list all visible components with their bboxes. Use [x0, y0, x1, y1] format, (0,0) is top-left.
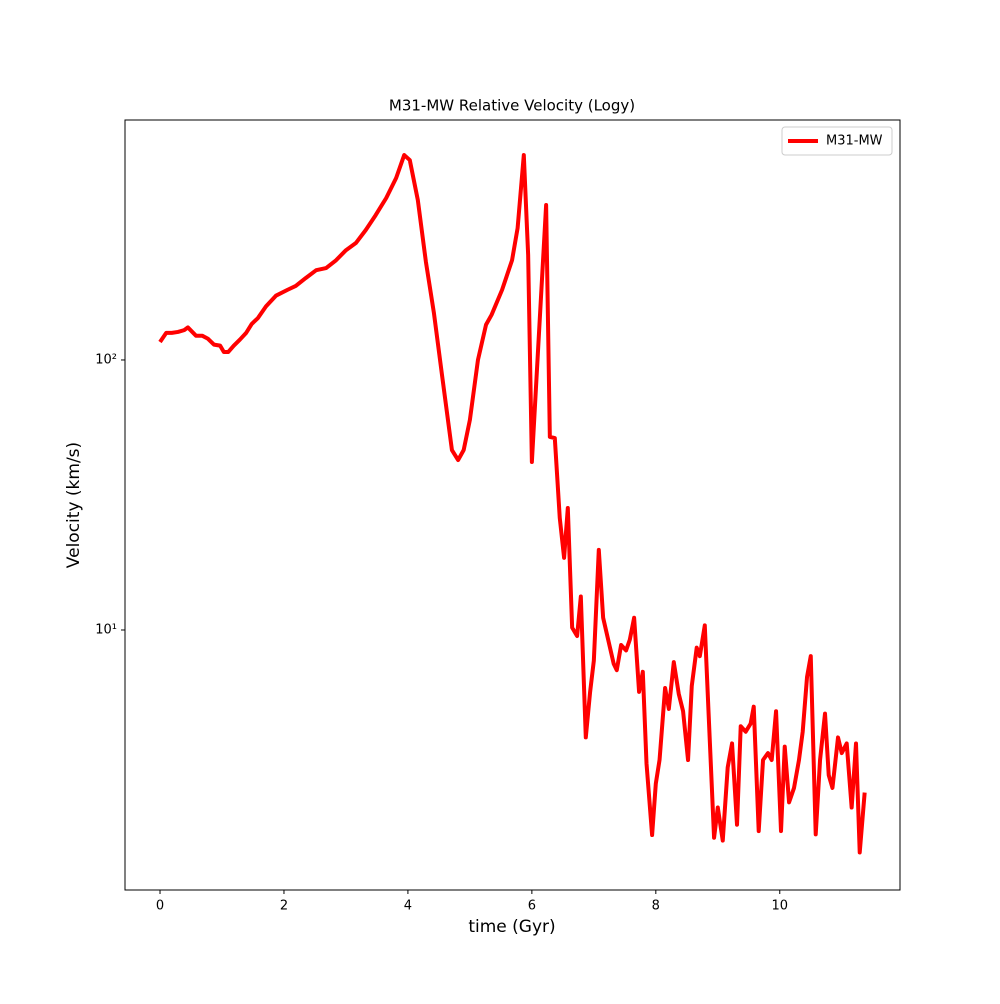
y-tick-label: 10² [95, 352, 117, 367]
x-tick-label: 2 [280, 899, 288, 914]
x-tick-label: 0 [156, 899, 164, 914]
legend-label: M31-MW [826, 134, 883, 149]
x-tick-label: 6 [528, 899, 536, 914]
y-tick-label: 10¹ [95, 622, 117, 637]
x-tick-label: 8 [652, 899, 660, 914]
x-tick-label: 10 [771, 899, 788, 914]
plot-frame [124, 119, 901, 891]
x-axis-label: time (Gyr) [468, 917, 555, 937]
data-line [158, 153, 867, 855]
y-axis-label: Velocity (km/s) [64, 442, 84, 568]
x-tick-label: 4 [404, 899, 412, 914]
legend-box [781, 126, 893, 156]
chart-title: M31-MW Relative Velocity (Logy) [389, 97, 635, 115]
